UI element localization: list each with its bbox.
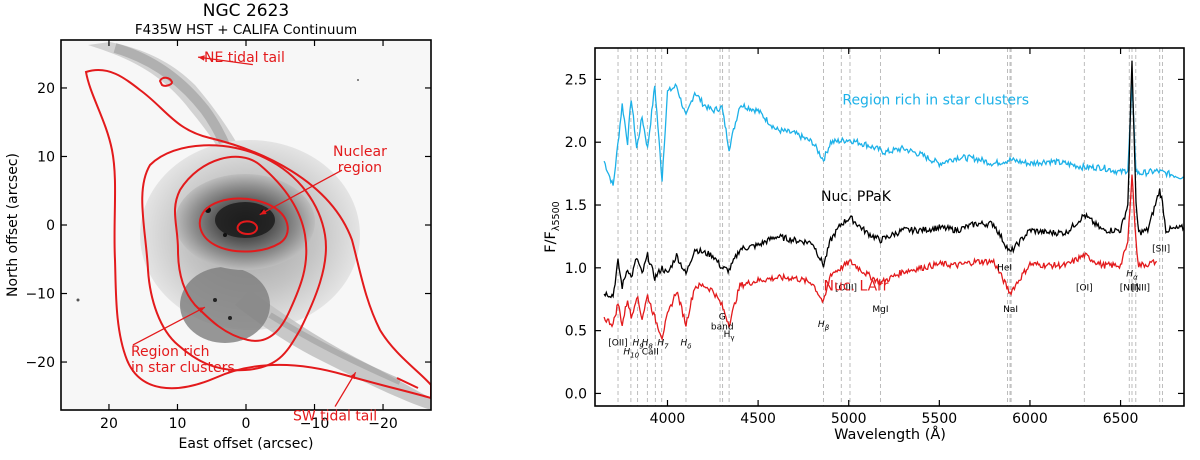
left-ytick-label: −20 [25, 355, 55, 371]
left-ytick-label: 0 [46, 218, 55, 234]
left-title: NGC 2623 [203, 1, 289, 21]
annotation-text: SW tidal tail [293, 409, 377, 425]
line-label: G [719, 312, 726, 322]
right-xtick-label: 6000 [1012, 411, 1048, 427]
left-xtick-label: −20 [368, 416, 398, 432]
left-xlabel: East offset (arcsec) [179, 436, 314, 452]
right-ytick-label: 0.0 [565, 386, 587, 402]
left-xtick-label: 10 [169, 416, 187, 432]
right-ticks: 4000 4500 5000 5500 6000 6500 0.0 0.5 1.0 1.5 2.0 2… [565, 48, 1184, 427]
left-ytick-label: −10 [25, 287, 55, 303]
right-xlabel: Wavelength (Å) [834, 426, 946, 443]
contour-mid-2 [174, 155, 308, 342]
contour-nucleus [236, 220, 258, 236]
series-label: Nuc. PPaK [821, 189, 892, 205]
spectrum-line [603, 174, 1158, 341]
right-xtick-label: 6500 [1103, 411, 1139, 427]
annotation-arrow-line [259, 169, 343, 216]
right-ytick-label: 2.5 [565, 72, 587, 88]
line-label: [NII] [1131, 283, 1150, 293]
line-label: H10 [623, 347, 639, 359]
line-label: HeI [997, 263, 1012, 273]
line-label: NaI [1003, 305, 1018, 315]
right-xtick-label: 5500 [922, 411, 958, 427]
annotation: NE tidal tail [197, 50, 285, 66]
annotation: Region rich in star clusters [131, 306, 235, 376]
line-label: Hδ [680, 339, 691, 351]
right-ylabel-main: F/F [543, 231, 559, 253]
line-label: H9 [633, 339, 645, 351]
annotation-arrow-line [334, 371, 357, 407]
left-xtick-label: −10 [300, 416, 330, 432]
contour-outer [84, 69, 431, 400]
left-annotations: NE tidal tail Nuclear region Region rich in … [131, 50, 387, 424]
series-label: Region rich in star clusters [842, 93, 1029, 109]
line-label: [OI] [1076, 283, 1093, 293]
left-ylabel: North offset (arcsec) [5, 153, 21, 297]
annotation-arrow-line [197, 56, 253, 66]
annotation-arrowhead [198, 55, 205, 61]
contour-ne-knot [158, 76, 174, 87]
left-ticks: 20 10 0 −10 −20 20 10 0 −10 −20 [25, 40, 431, 432]
line-label: [OII] [608, 339, 627, 349]
spectra-series [603, 60, 1184, 341]
annotation-text: Region rich in star clusters [131, 344, 235, 376]
annotation-arrow-line [132, 306, 206, 346]
right-ylabel: F/Fλ5500 [543, 201, 562, 252]
left-xtick-label: 20 [100, 416, 118, 432]
line-label: MgI [872, 305, 888, 315]
annotation-text: Nuclear region [333, 144, 387, 176]
galaxy-image [61, 40, 431, 410]
galaxy-image-panel: NGC 2623 F435W HST + CALIFA Continuum [5, 1, 432, 452]
contour-inner [198, 197, 289, 253]
right-ytick-label: 2.0 [565, 135, 587, 151]
left-ytick-label: 10 [37, 149, 55, 165]
series-labels: Region rich in star clusters Nuc. PPaK Nuc… [821, 93, 1029, 295]
right-ylabel-sub: λ5500 [551, 201, 562, 231]
annotation-arrowhead [349, 372, 356, 380]
spectrum-line [603, 60, 1184, 299]
left-xtick-label: 0 [242, 416, 251, 432]
annotation: Nuclear region [259, 144, 387, 216]
right-ytick-label: 1.0 [565, 261, 587, 277]
annotation-arrowhead [259, 209, 267, 215]
right-ytick-label: 0.5 [565, 324, 587, 340]
contour-mid-1 [141, 144, 327, 372]
spectra-panel: 4000 4500 5000 5500 6000 6500 0.0 0.5 1.0 1.5 2.0 2… [543, 47, 1185, 443]
right-axes-frame [594, 47, 1185, 407]
annotation: SW tidal tail [293, 371, 377, 425]
line-label: H8 [642, 339, 654, 351]
line-label: H7 [657, 339, 669, 351]
spectrum-line [603, 82, 1184, 186]
line-label: [OIII] [835, 283, 857, 293]
annotation-arrowhead [197, 307, 205, 313]
line-label: Hγ [724, 330, 735, 342]
line-label: [NII] [1120, 283, 1139, 293]
left-ytick-label: 20 [37, 81, 55, 97]
contour-sw-tail-end [396, 377, 419, 389]
right-xtick-label: 4500 [740, 411, 776, 427]
line-label: band [711, 322, 734, 332]
line-label: [SII] [1152, 244, 1170, 254]
right-xtick-label: 5000 [831, 411, 867, 427]
annotation-text: NE tidal tail [204, 50, 285, 66]
line-label: Hβ [818, 320, 830, 332]
line-label: CaII [642, 347, 659, 357]
left-subtitle: F435W HST + CALIFA Continuum [135, 22, 357, 38]
right-xtick-label: 4000 [650, 411, 686, 427]
contours [84, 69, 431, 400]
line-label: Hα [1126, 270, 1138, 282]
right-ytick-label: 1.5 [565, 198, 587, 214]
series-label: Nuc. LArr [824, 278, 889, 294]
